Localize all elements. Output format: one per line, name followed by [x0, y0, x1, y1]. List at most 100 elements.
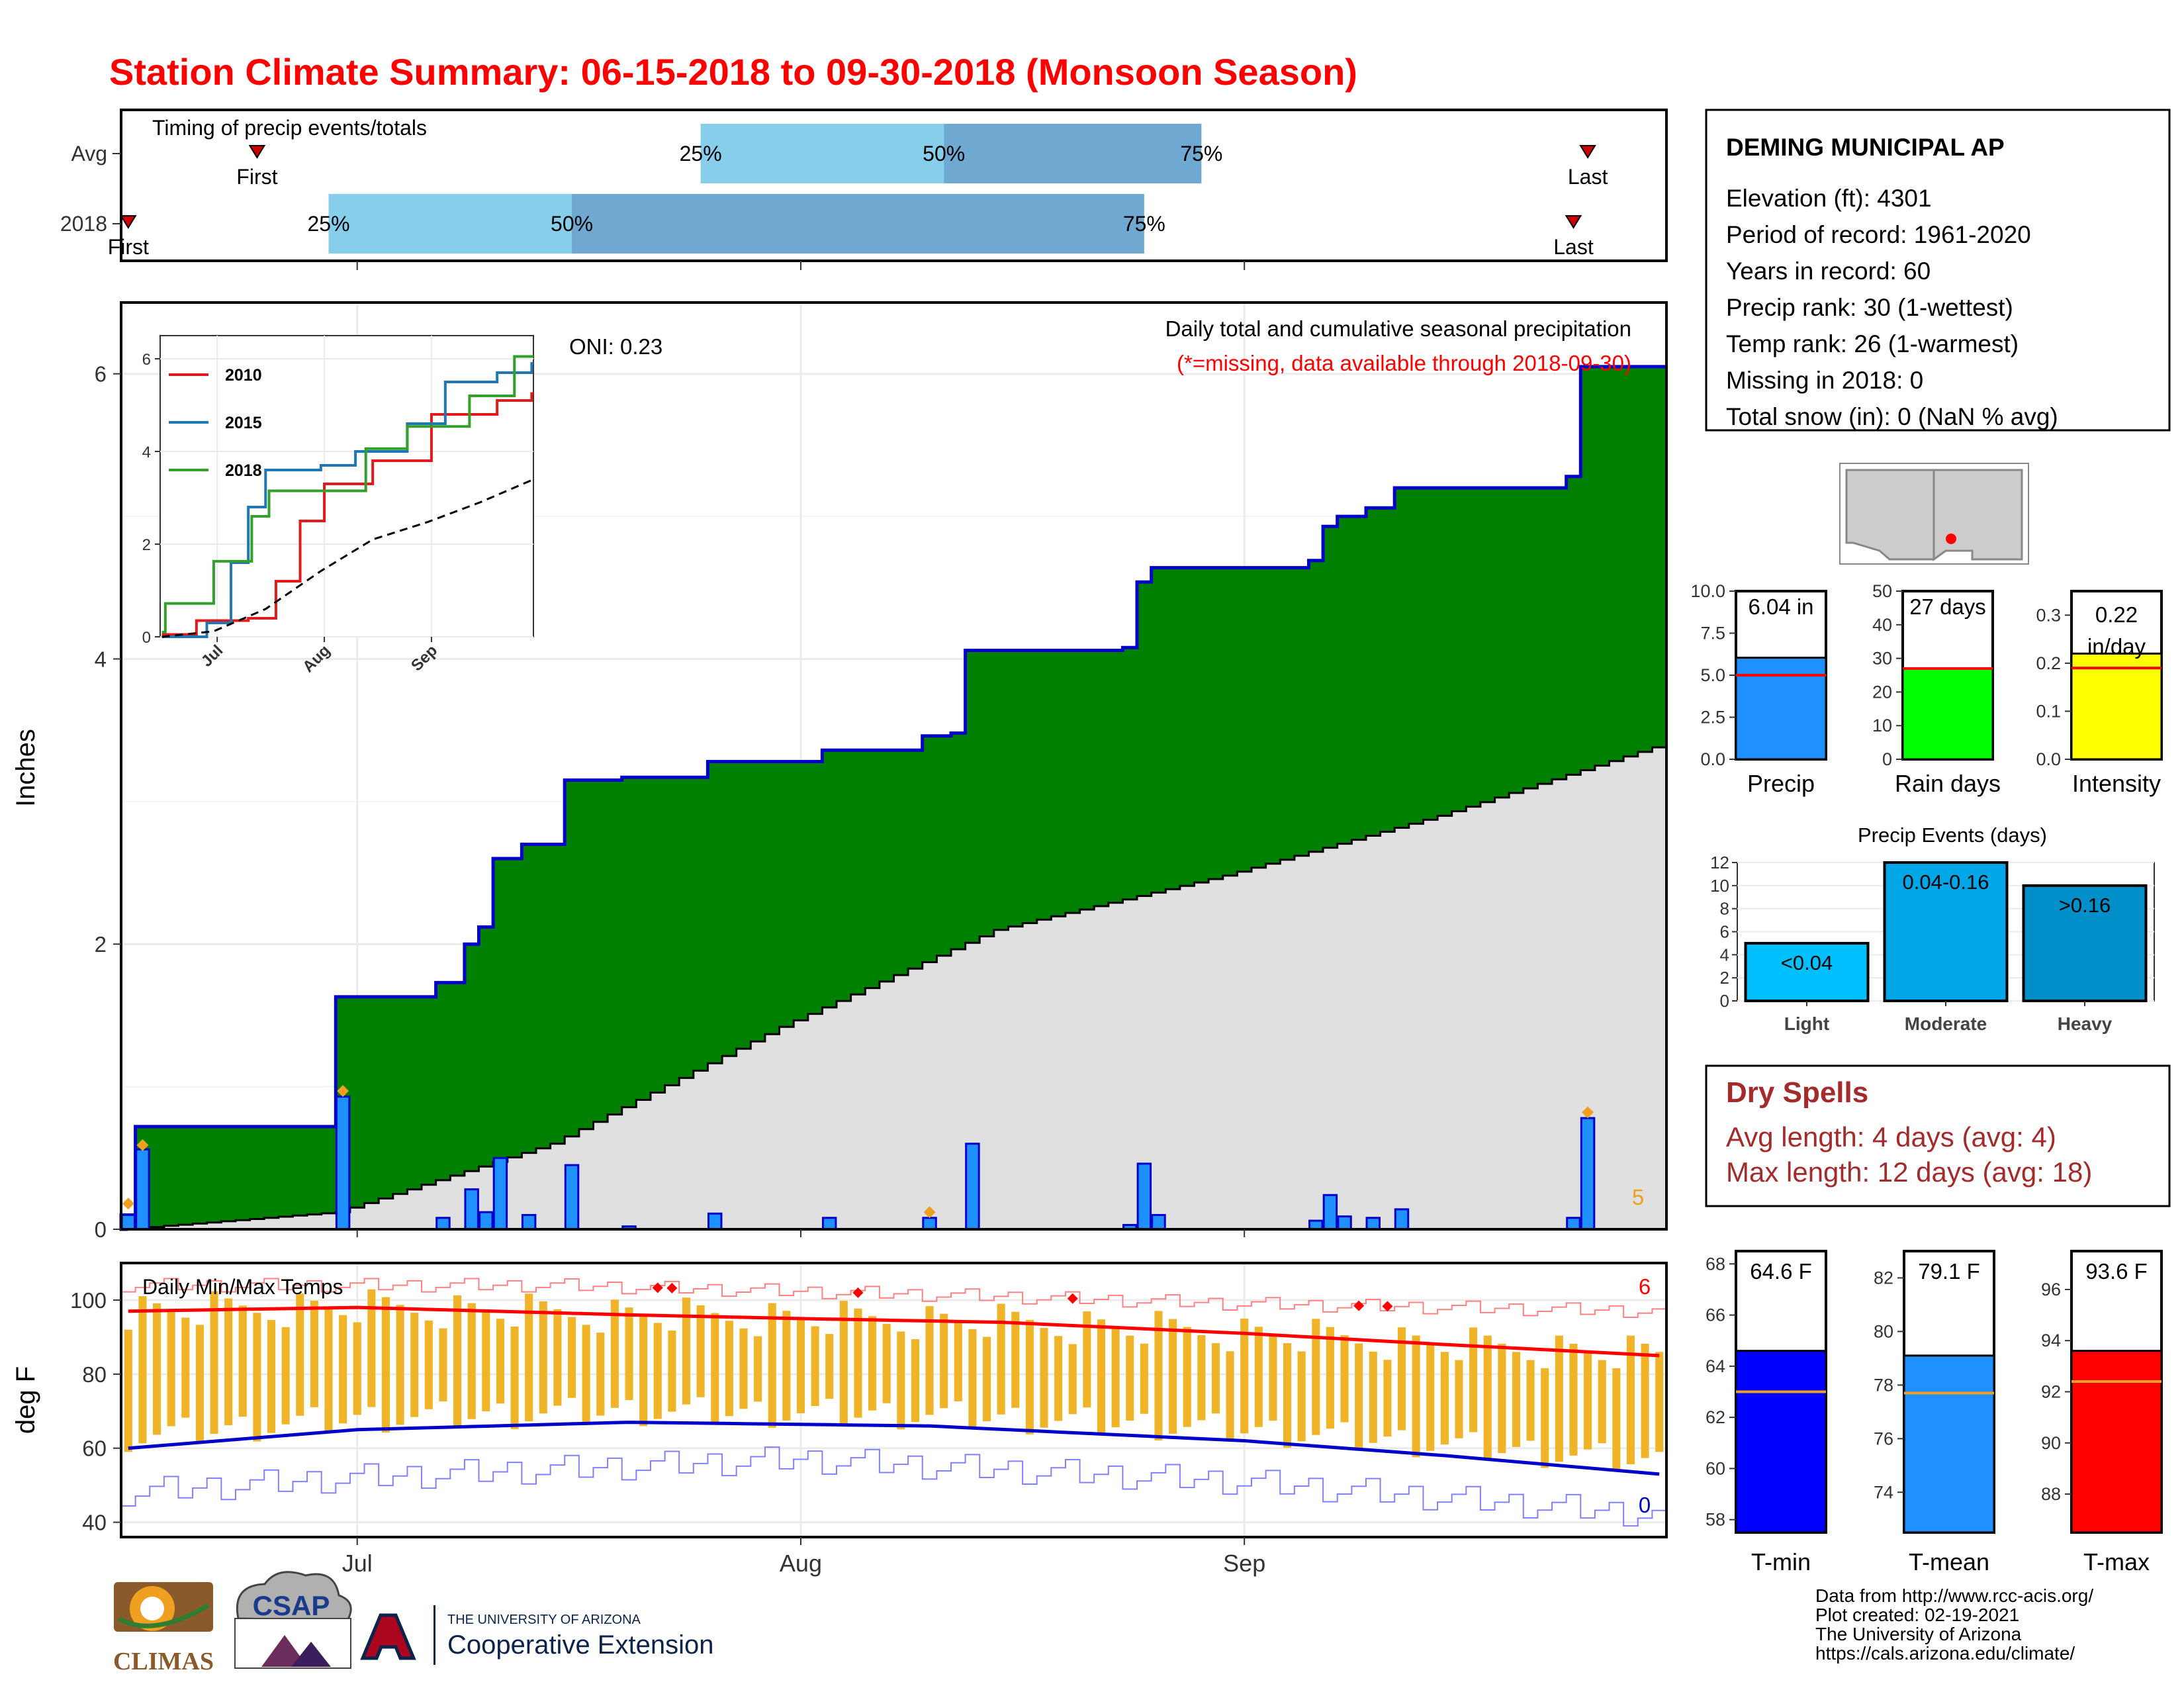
- temp-x-tick-label: Jul: [342, 1550, 373, 1577]
- timing-row-label: 2018: [60, 212, 107, 236]
- daily-temp-bar: [510, 1326, 519, 1429]
- daily-temp-bar: [238, 1305, 247, 1417]
- inset-legend-label: 2018: [225, 461, 262, 480]
- temp-summary-tick-label: 88: [2041, 1484, 2061, 1504]
- station-info-line: Years in record: 60: [1726, 258, 1931, 285]
- daily-temp-bar: [1584, 1352, 1592, 1450]
- daily-temp-bar: [1469, 1327, 1478, 1432]
- daily-temp-bar: [982, 1336, 991, 1422]
- daily-temp-bar: [1083, 1311, 1091, 1408]
- daily-temp-bar: [725, 1321, 733, 1417]
- record-high-marker: [1353, 1300, 1365, 1311]
- precip-panel: 0 2 4 6 Inches Daily total and cumulative s…: [11, 301, 1668, 1242]
- daily-temp-bar: [367, 1289, 376, 1407]
- temp-summary-tick-label: 96: [2041, 1280, 2061, 1299]
- daily-temp-bar: [1655, 1352, 1664, 1452]
- daily-temp-bar: [1397, 1327, 1406, 1430]
- daily-temp-bar: [124, 1329, 132, 1452]
- daily-precip-bar: [965, 1143, 980, 1231]
- inset-y-tick-label: 2: [142, 536, 151, 554]
- precip-ylabel: Inches: [11, 729, 40, 807]
- daily-temp-bar: [324, 1307, 333, 1432]
- daily-temp-bar: [839, 1301, 848, 1425]
- station-info-line: Precip rank: 30 (1-wettest): [1726, 294, 2013, 321]
- events-title: Precip Events (days): [1858, 823, 2047, 847]
- station-info-line: Temp rank: 26 (1-warmest): [1726, 330, 2019, 357]
- summary-bar-tick-label: 10.0: [1690, 581, 1725, 601]
- daily-temp-bar: [1340, 1335, 1349, 1423]
- daily-temp-bar: [410, 1313, 419, 1417]
- station-name: DEMING MUNICIPAL AP: [1726, 134, 2005, 161]
- station-info-line: Elevation (ft): 4301: [1726, 185, 1932, 212]
- summary-bar-tick-label: 0.2: [2036, 653, 2061, 673]
- daily-temp-bar: [138, 1296, 147, 1444]
- tmin-record-line: [121, 1446, 1666, 1527]
- daily-precip-bar: [135, 1148, 150, 1231]
- temp-x-tick-label: Sep: [1223, 1550, 1265, 1577]
- footer-line-2: Plot created: 02-19-2021: [1815, 1605, 2019, 1625]
- summary-bar-tick-label: 10: [1872, 716, 1892, 735]
- events-y-tick-label: 10: [1710, 876, 1729, 896]
- inset-y-tick-label: 0: [142, 629, 151, 647]
- temp-summary-tick-label: 80: [1874, 1321, 1893, 1341]
- summary-bar-tick-label: 2.5: [1700, 708, 1725, 727]
- ua-logo: THE UNIVERSITY OF ARIZONA Cooperative Ex…: [360, 1605, 713, 1665]
- summary-bar-tick-label: 0.1: [2036, 701, 2061, 721]
- daily-temp-bar: [1326, 1327, 1334, 1429]
- last-event-marker: [1565, 215, 1582, 229]
- daily-temp-bar: [1541, 1368, 1549, 1468]
- daily-temp-bar: [1226, 1351, 1234, 1440]
- daily-precip-bar: [1136, 1162, 1152, 1231]
- footer-credits: Data from http://www.rcc-acis.org/ Plot …: [1815, 1585, 2093, 1664]
- events-y-tick-label: 12: [1710, 853, 1729, 872]
- timing-panel: Timing of precip events/totals Avg 25% 50%…: [60, 109, 1668, 270]
- avg-cumulative-area: [121, 747, 1666, 1229]
- daily-temp-bar: [1040, 1328, 1048, 1428]
- daily-temp-bar: [1240, 1318, 1249, 1434]
- tmin-avg-line: [128, 1421, 1660, 1476]
- temp-summary-tick-label: 76: [1874, 1429, 1893, 1448]
- daily-temp-bar: [825, 1334, 834, 1399]
- daily-record-marker: [136, 1139, 149, 1151]
- daily-temp-bar: [1126, 1335, 1134, 1421]
- summary-bar-value-label: 0.22: [2095, 602, 2138, 627]
- daily-temp-bar: [625, 1307, 633, 1400]
- daily-temp-bar: [396, 1305, 404, 1425]
- dry-spells-box: Dry Spells Avg length: 4 days (avg: 4) M…: [1705, 1064, 2171, 1207]
- daily-temp-bar: [596, 1333, 605, 1416]
- inset-y-tick-label: 4: [142, 444, 151, 461]
- timing-pct-label: 75%: [1180, 142, 1222, 165]
- station-info-box: DEMING MUNICIPAL AP Elevation (ft): 4301…: [1705, 109, 2171, 432]
- precip-count-label: 5: [1632, 1185, 1644, 1209]
- daily-temp-bar: [310, 1300, 318, 1407]
- tmax-avg-line: [128, 1305, 1660, 1358]
- ua-logo-bottom: Cooperative Extension: [447, 1630, 713, 1660]
- tmin-record-count: 0: [1639, 1493, 1651, 1517]
- daily-temp-bar: [1641, 1343, 1649, 1458]
- daily-temp-bar: [668, 1331, 676, 1412]
- climas-logo-text: CLIMAS: [113, 1648, 214, 1675]
- daily-temp-bar: [1169, 1319, 1177, 1434]
- summary-bar-tick-label: 5.0: [1700, 665, 1725, 685]
- first-event-label: First: [108, 235, 149, 259]
- temp-y-tick-label: 100: [70, 1288, 107, 1313]
- daily-record-marker: [122, 1197, 134, 1210]
- last-event-label: Last: [1553, 235, 1594, 259]
- events-bar-label: 0.04-0.16: [1903, 870, 1989, 894]
- timing-pct-label: 50%: [923, 142, 965, 165]
- summary-bar-tick-label: 40: [1872, 615, 1892, 635]
- daily-temp-bar: [739, 1328, 748, 1409]
- events-bar-heavy: [2022, 884, 2148, 1003]
- summary-bar-tick-label: 20: [1872, 682, 1892, 702]
- timing-bar-q1: [700, 124, 944, 183]
- daily-temp-bar: [954, 1321, 962, 1402]
- daily-temp-bar: [754, 1336, 762, 1402]
- daily-temp-bar: [1111, 1327, 1120, 1428]
- summary-bar-tick-label: 0.0: [1700, 749, 1725, 769]
- temp-summary-tick-label: 94: [2041, 1331, 2061, 1350]
- daily-temp-bar: [167, 1310, 175, 1427]
- daily-temp-bar: [353, 1322, 361, 1415]
- timing-pct-label: 25%: [680, 142, 722, 165]
- events-y-tick-label: 2: [1720, 968, 1729, 988]
